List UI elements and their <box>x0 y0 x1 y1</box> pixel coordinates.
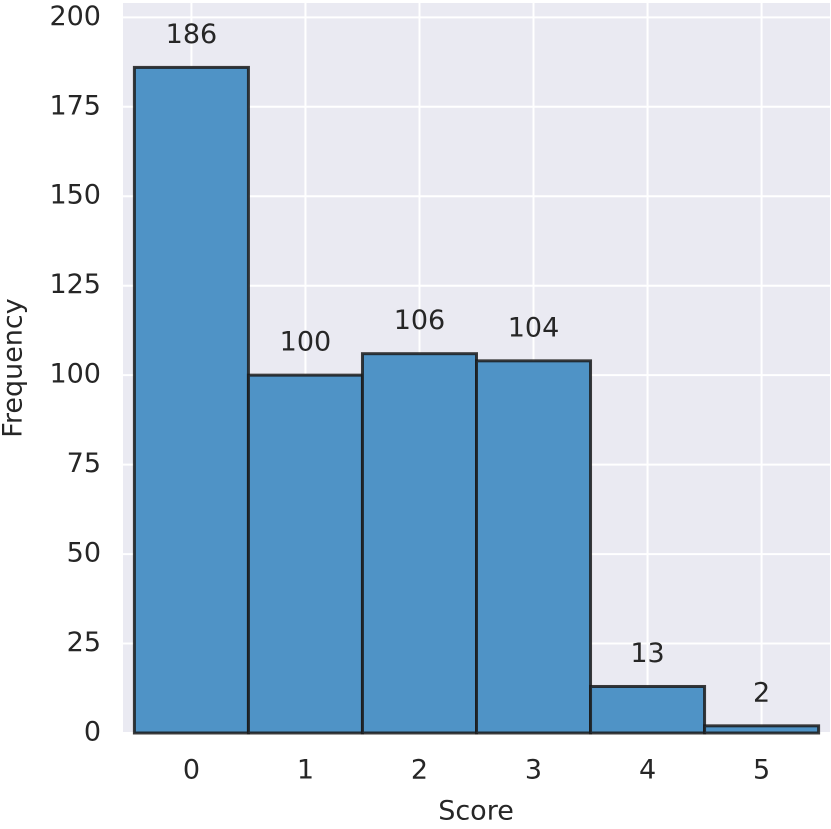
y-tick-label: 175 <box>49 90 101 121</box>
y-tick-label: 125 <box>49 269 101 300</box>
bar <box>246 373 364 735</box>
y-tick-label: 75 <box>67 448 101 479</box>
x-tick-label: 1 <box>297 755 314 786</box>
y-tick-label: 0 <box>84 717 101 748</box>
x-tick-label: 2 <box>411 755 428 786</box>
bar <box>589 684 707 735</box>
y-tick-label: 25 <box>67 627 101 658</box>
value-label: 106 <box>394 305 446 336</box>
value-label: 104 <box>508 312 560 343</box>
y-tick-label: 100 <box>49 359 101 390</box>
value-label: 186 <box>166 19 218 50</box>
y-tick-label: 50 <box>67 538 101 569</box>
x-tick-label: 4 <box>639 755 656 786</box>
y-axis-label: Frequency <box>0 298 29 438</box>
y-tick-label: 150 <box>49 180 101 211</box>
bar <box>132 65 250 735</box>
value-label: 100 <box>280 327 332 358</box>
bar <box>360 352 478 735</box>
bar <box>475 359 593 735</box>
marks: 186 100 106 104 13 2 <box>132 19 821 735</box>
value-label: 13 <box>630 638 664 669</box>
y-tick-label: 200 <box>49 1 101 32</box>
x-tick-label: 0 <box>183 755 200 786</box>
value-label: 2 <box>753 677 770 708</box>
x-tick-label: 5 <box>753 755 770 786</box>
bar <box>703 724 821 735</box>
x-axis-label: Score <box>438 796 514 827</box>
x-tick-label: 3 <box>525 755 542 786</box>
